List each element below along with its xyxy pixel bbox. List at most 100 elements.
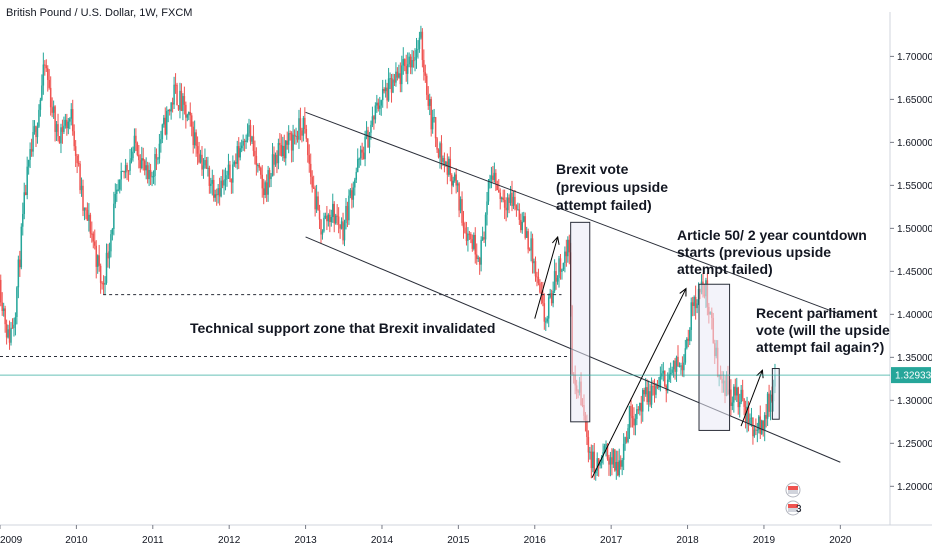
candle-171	[251, 135, 253, 145]
candle-262	[384, 79, 387, 98]
candle-42	[61, 119, 64, 144]
candle-body	[236, 146, 239, 164]
candle-body	[186, 114, 189, 118]
candle-47	[69, 117, 71, 130]
candle-body	[736, 387, 738, 396]
candle-body	[207, 167, 209, 169]
candle-356	[522, 211, 525, 223]
candle-371	[545, 317, 547, 331]
candle-367	[539, 279, 541, 294]
candle-body	[437, 149, 440, 158]
candle-body	[223, 179, 225, 186]
candle-173	[254, 140, 256, 165]
candle-434	[637, 406, 640, 415]
candle-body	[362, 152, 365, 160]
candle-body	[32, 132, 34, 152]
candle-16	[23, 182, 25, 220]
candle-body	[655, 385, 657, 395]
candle-body	[487, 181, 490, 202]
candle-body	[442, 158, 444, 162]
candle-body	[596, 458, 598, 471]
candle-424	[622, 433, 625, 471]
candle-body	[239, 148, 241, 158]
candle-432	[634, 413, 637, 436]
candle-body	[177, 105, 180, 110]
candle-294	[431, 109, 434, 134]
candle-134	[196, 136, 199, 165]
candle-3	[4, 305, 6, 333]
candle-body	[99, 265, 102, 283]
candle-104	[152, 170, 155, 184]
candle-142	[208, 165, 211, 194]
candle-518	[760, 419, 763, 436]
candle-body	[214, 194, 216, 198]
candle-body	[436, 138, 438, 150]
candle-body	[70, 109, 73, 119]
candle-288	[423, 49, 425, 81]
candle-135	[198, 141, 200, 164]
candle-body	[434, 117, 437, 139]
candle-body	[211, 179, 214, 184]
candle-body	[58, 136, 61, 144]
candle-89	[130, 147, 133, 164]
candle-15	[22, 202, 24, 236]
candle-76	[111, 227, 114, 241]
candle-466	[684, 339, 687, 365]
candle-441	[647, 380, 650, 412]
x-tick-label: 2018	[676, 535, 699, 546]
candle-body	[193, 132, 196, 146]
candle-body	[589, 451, 591, 453]
candle-522	[766, 391, 769, 426]
candle-515	[756, 422, 759, 443]
candle-14	[20, 223, 23, 270]
events-layer: 3	[785, 482, 802, 516]
candle-body	[530, 238, 532, 251]
candle-body	[148, 169, 150, 180]
candle-271	[398, 64, 400, 79]
candle-body	[565, 251, 568, 257]
candle-345	[506, 193, 509, 218]
candle-body	[61, 127, 64, 132]
candle-428	[628, 405, 631, 439]
candle-body	[42, 64, 45, 86]
candle-63	[92, 231, 95, 249]
candle-body	[354, 179, 356, 188]
candle-340	[499, 188, 501, 210]
candle-body	[116, 189, 118, 194]
candle-body	[411, 60, 413, 68]
candle-body	[146, 165, 149, 180]
candle-body	[514, 196, 516, 206]
candle-body	[220, 180, 222, 197]
candle-192	[282, 136, 284, 161]
candle-147	[215, 188, 218, 206]
candle-body	[292, 134, 294, 151]
candle-303	[445, 160, 447, 167]
candle-body	[7, 329, 9, 338]
candle-34	[49, 76, 52, 116]
candle-body	[13, 324, 15, 328]
candle-body	[475, 254, 478, 259]
candle-body	[696, 303, 698, 309]
candle-body	[63, 125, 65, 132]
candle-body	[734, 386, 737, 396]
candle-235	[345, 198, 347, 230]
candle-body	[517, 209, 519, 211]
candle-body	[658, 386, 660, 388]
candle-body	[443, 158, 446, 166]
candle-body	[760, 420, 763, 434]
candle-155	[227, 153, 230, 180]
candle-309	[453, 172, 456, 183]
candle-body	[155, 154, 158, 159]
candle-body	[495, 172, 497, 184]
candle-321	[471, 234, 474, 252]
candle-body	[384, 87, 387, 92]
candle-31	[45, 59, 48, 72]
candle-body	[730, 389, 732, 406]
candle-422	[619, 455, 622, 470]
candle-body	[605, 443, 607, 447]
candle-body	[639, 402, 641, 411]
candle-298	[437, 148, 440, 159]
candle-29	[42, 52, 45, 95]
candle-336	[493, 162, 496, 183]
